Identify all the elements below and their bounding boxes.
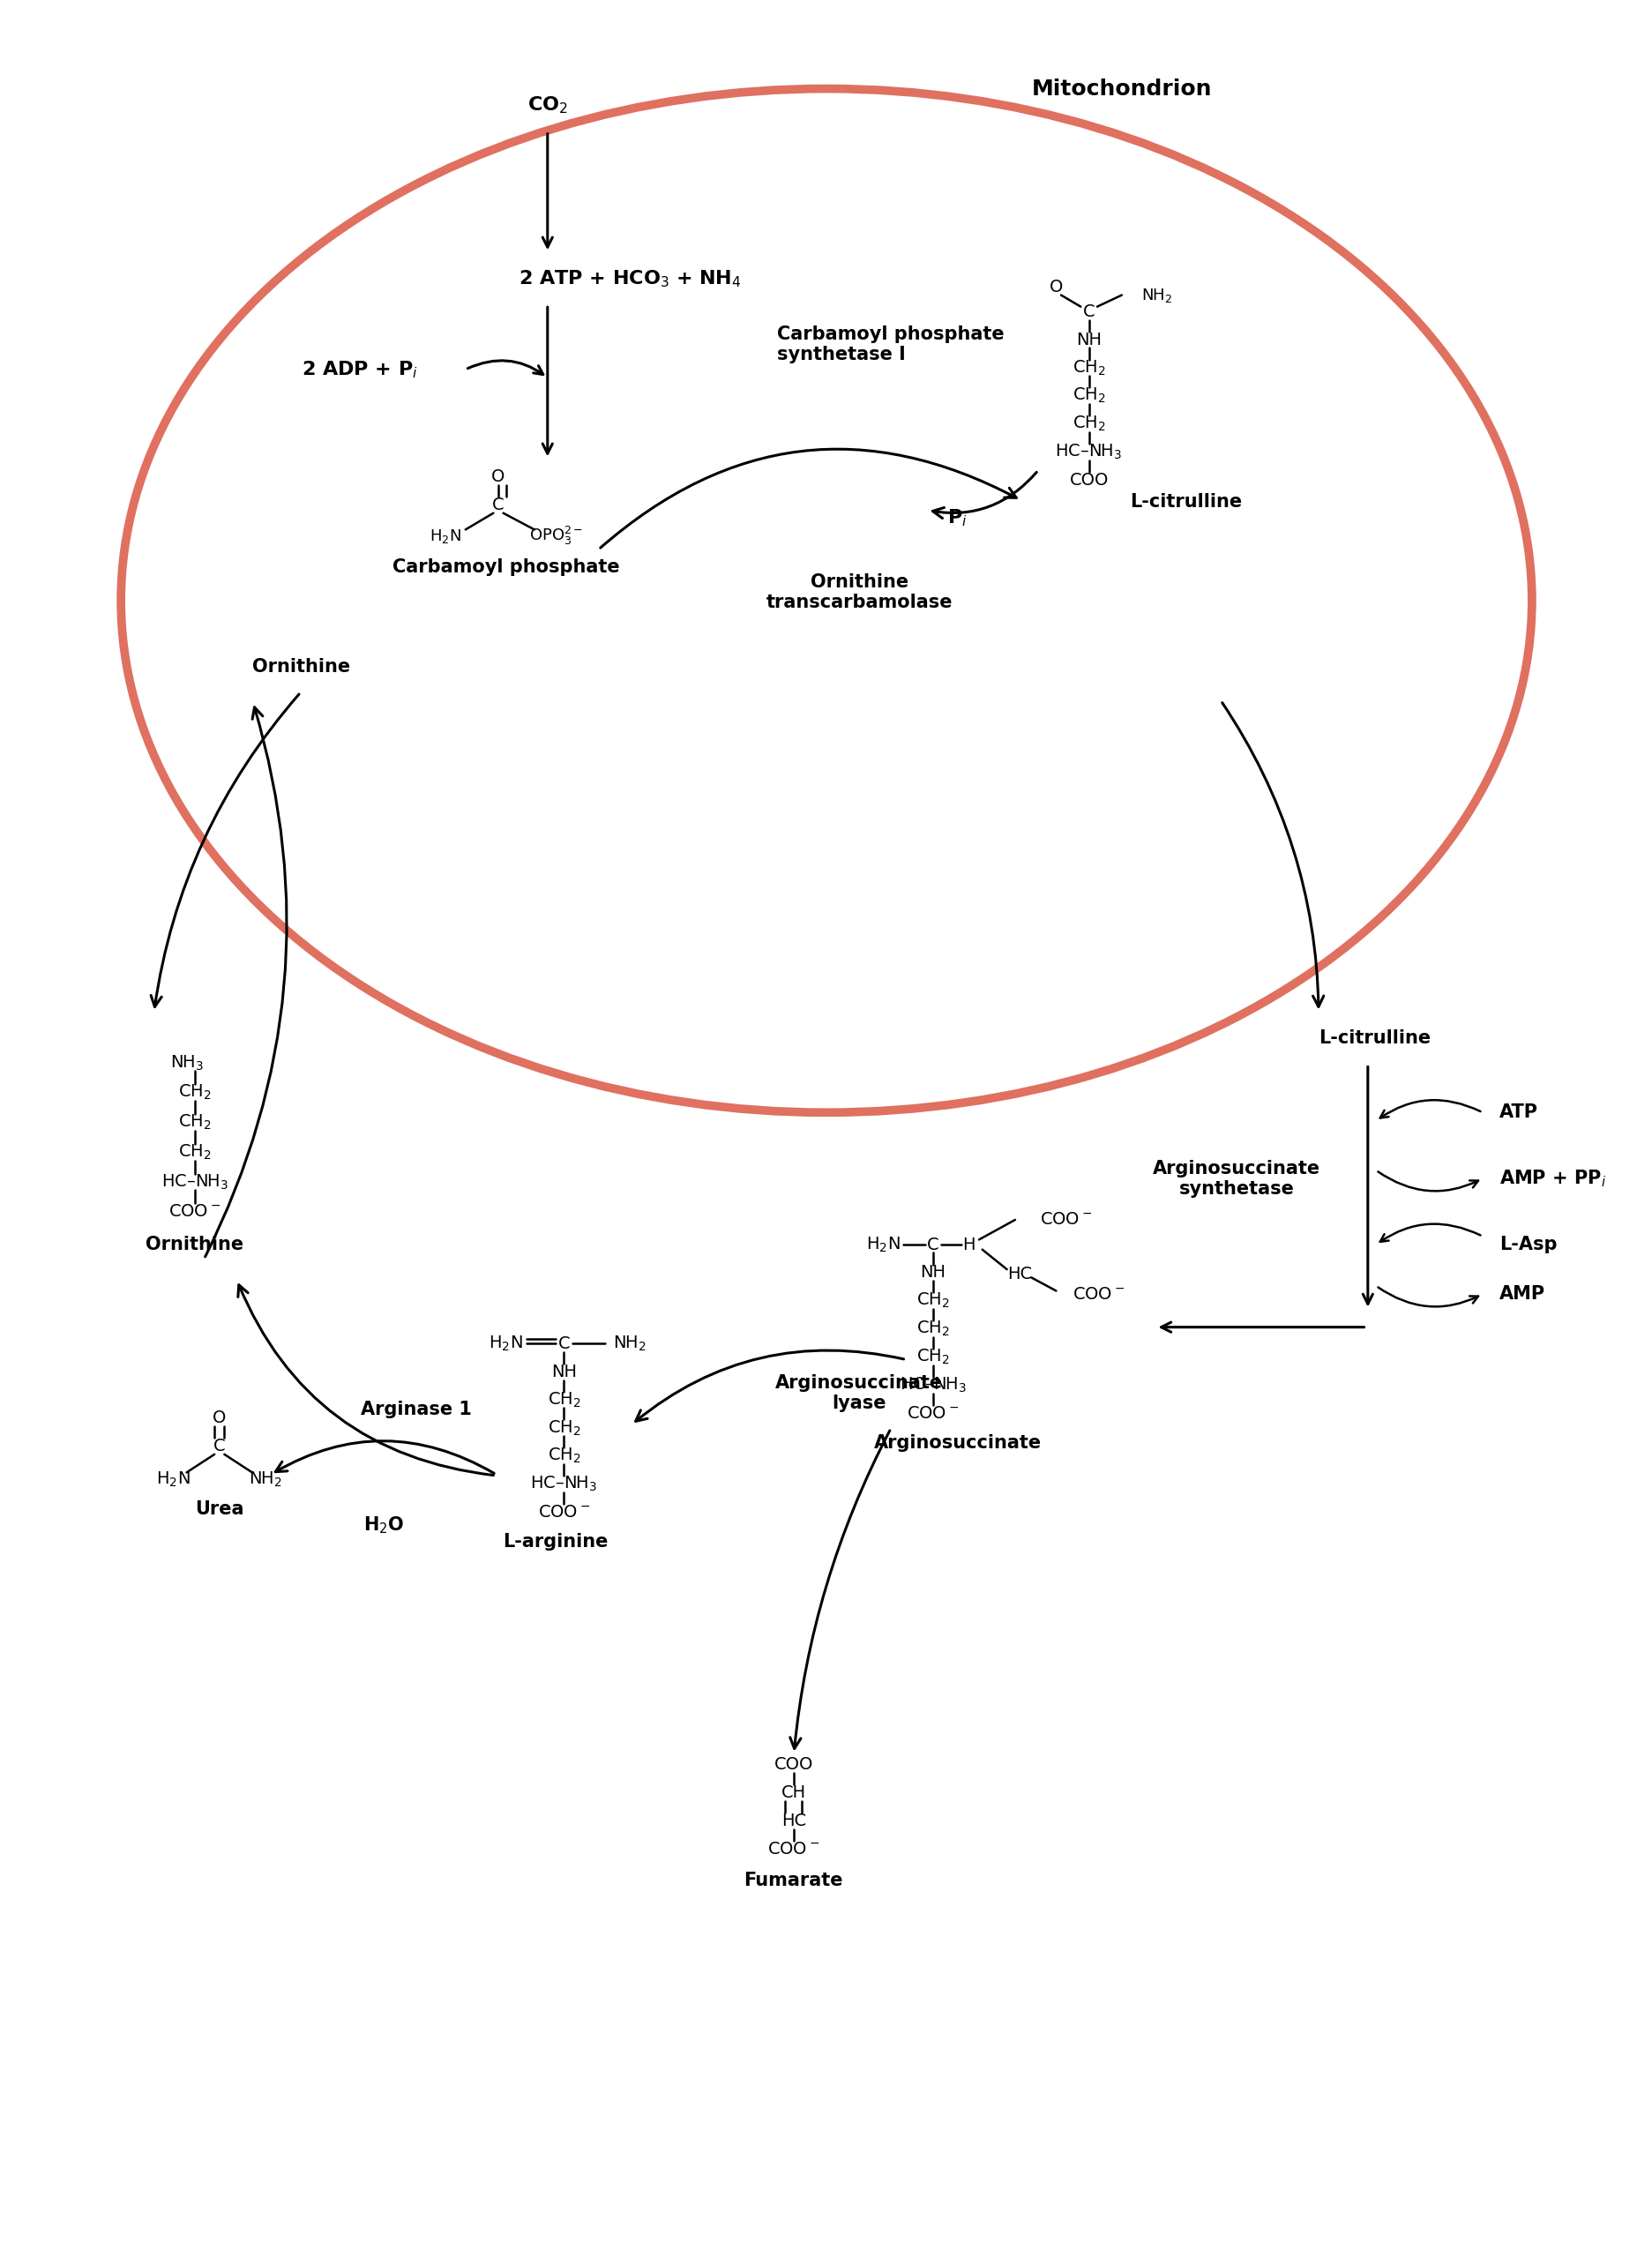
Text: COO: COO (773, 1757, 813, 1773)
Text: HC–NH$_3$: HC–NH$_3$ (1054, 443, 1122, 461)
Text: CH$_2$: CH$_2$ (1072, 415, 1105, 434)
Text: H$_2$N: H$_2$N (866, 1235, 900, 1253)
Text: CH$_2$: CH$_2$ (178, 1084, 211, 1102)
Text: C: C (492, 497, 504, 513)
Text: H$_2$O: H$_2$O (363, 1515, 403, 1535)
Text: HC–NH$_3$: HC–NH$_3$ (899, 1375, 966, 1395)
Text: NH: NH (920, 1264, 945, 1280)
Text: C: C (1082, 303, 1094, 321)
Text: COO$^-$: COO$^-$ (907, 1404, 958, 1420)
Text: NH: NH (1075, 332, 1102, 348)
Text: Ornithine: Ornithine (253, 657, 350, 675)
Text: Fumarate: Fumarate (743, 1872, 843, 1890)
Text: O: O (1049, 278, 1062, 296)
Text: NH$_2$: NH$_2$ (1142, 287, 1171, 305)
Text: Carbamoyl phosphate
synthetase I: Carbamoyl phosphate synthetase I (776, 325, 1004, 364)
Text: CH$_2$: CH$_2$ (178, 1113, 211, 1131)
Text: Arginosuccinate: Arginosuccinate (874, 1434, 1041, 1452)
Text: CH$_2$: CH$_2$ (1072, 386, 1105, 404)
Text: H: H (961, 1235, 975, 1253)
Text: NH$_2$: NH$_2$ (248, 1470, 282, 1488)
Text: O: O (491, 467, 506, 485)
Text: P$_i$: P$_i$ (947, 508, 966, 528)
Text: NH: NH (550, 1364, 577, 1380)
Text: Arginase 1: Arginase 1 (360, 1400, 471, 1418)
Text: HC–NH$_3$: HC–NH$_3$ (530, 1474, 598, 1493)
Text: NH$_3$: NH$_3$ (170, 1054, 203, 1073)
Text: COO$^-$: COO$^-$ (537, 1504, 590, 1520)
Text: Arginosuccinate
lyase: Arginosuccinate lyase (775, 1375, 943, 1411)
Text: H$_2$N: H$_2$N (489, 1334, 522, 1353)
Text: AMP: AMP (1498, 1285, 1545, 1303)
Text: O: O (213, 1409, 226, 1427)
Text: COO: COO (1069, 472, 1108, 488)
Text: COO$^-$: COO$^-$ (1039, 1213, 1092, 1228)
Text: L-arginine: L-arginine (502, 1533, 608, 1551)
Text: Ornithine
transcarbamolase: Ornithine transcarbamolase (765, 574, 952, 612)
Text: Urea: Urea (195, 1499, 244, 1517)
Text: ATP: ATP (1498, 1104, 1536, 1122)
Text: C: C (213, 1438, 225, 1454)
Text: CH$_2$: CH$_2$ (547, 1391, 580, 1409)
Text: AMP + PP$_i$: AMP + PP$_i$ (1498, 1167, 1606, 1190)
Text: CH$_2$: CH$_2$ (547, 1447, 580, 1465)
Text: COO$^-$: COO$^-$ (1072, 1285, 1123, 1303)
Text: CH$_2$: CH$_2$ (1072, 359, 1105, 377)
Text: HC–NH$_3$: HC–NH$_3$ (162, 1172, 228, 1192)
Text: COO$^-$: COO$^-$ (767, 1840, 819, 1858)
Text: HC: HC (1008, 1267, 1032, 1283)
Text: CH$_2$: CH$_2$ (915, 1348, 950, 1366)
Text: Mitochondrion: Mitochondrion (1031, 79, 1211, 99)
Text: Carbamoyl phosphate: Carbamoyl phosphate (393, 558, 620, 576)
Text: L-citrulline: L-citrulline (1318, 1030, 1431, 1048)
Text: L-Asp: L-Asp (1498, 1235, 1556, 1253)
Text: CH$_2$: CH$_2$ (547, 1418, 580, 1438)
Text: CH$_2$: CH$_2$ (915, 1319, 950, 1339)
Text: NH$_2$: NH$_2$ (613, 1334, 646, 1353)
Text: 2 ATP + HCO$_3$ + NH$_4$: 2 ATP + HCO$_3$ + NH$_4$ (519, 269, 740, 289)
Text: OPO$_3^{2-}$: OPO$_3^{2-}$ (529, 526, 583, 546)
Text: H$_2$N: H$_2$N (430, 528, 461, 544)
Text: CH: CH (781, 1784, 806, 1802)
Text: Ornithine: Ornithine (145, 1235, 244, 1253)
Text: H$_2$N: H$_2$N (157, 1470, 190, 1488)
Text: L-citrulline: L-citrulline (1130, 492, 1241, 510)
Text: Arginosuccinate
synthetase: Arginosuccinate synthetase (1151, 1161, 1320, 1197)
Text: CH$_2$: CH$_2$ (915, 1292, 950, 1310)
Text: COO$^-$: COO$^-$ (169, 1204, 221, 1219)
Text: CH$_2$: CH$_2$ (178, 1143, 211, 1161)
Text: C: C (558, 1334, 570, 1353)
Text: 2 ADP + P$_i$: 2 ADP + P$_i$ (301, 359, 418, 379)
Text: CO$_2$: CO$_2$ (527, 95, 567, 115)
Text: HC: HC (781, 1813, 806, 1829)
Text: C: C (927, 1235, 938, 1253)
